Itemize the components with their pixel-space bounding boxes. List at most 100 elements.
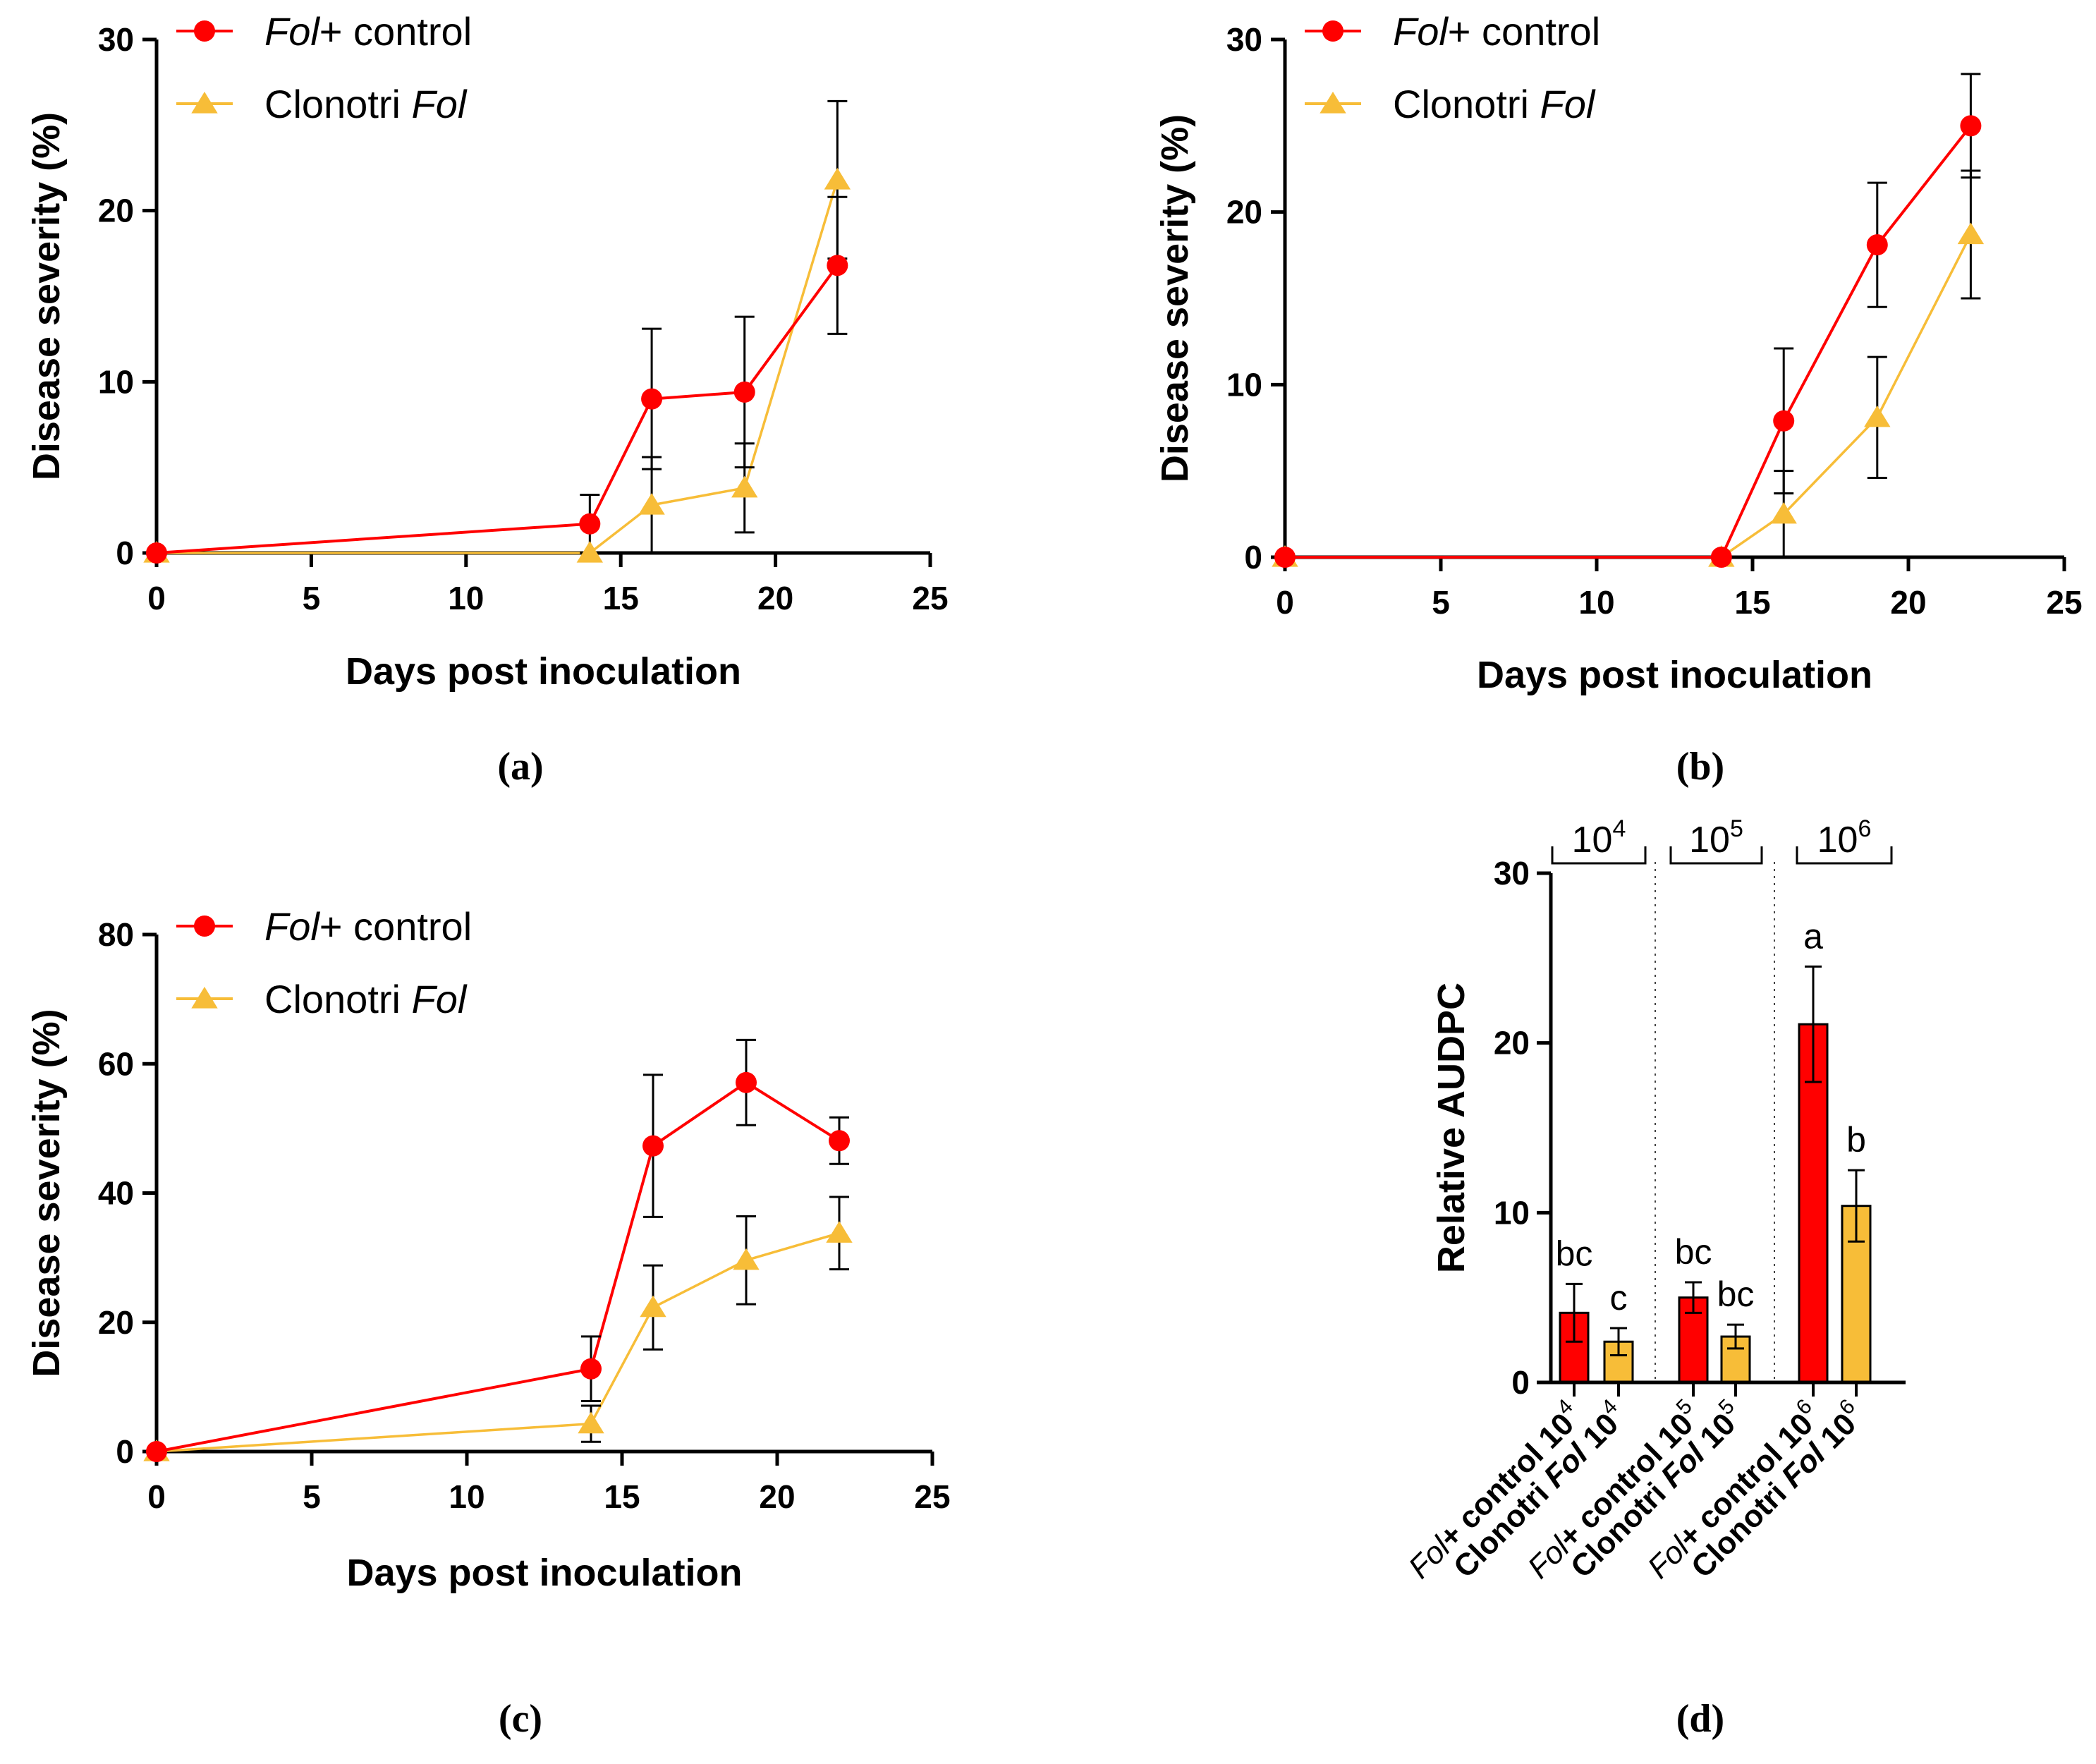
x-tick-label: 10 [449, 1478, 485, 1515]
significance-letter: bc [1675, 1232, 1712, 1272]
x-tick-label: 25 [912, 580, 948, 616]
y-tick-label: 20 [98, 193, 134, 229]
panel-c-line-chart: 0 5 10 15 20 25 0 20 40 60 80 Days post inoculation… [25, 904, 951, 1741]
series-line [1285, 125, 1972, 559]
data-point-circle [1274, 547, 1296, 568]
data-point-triangle [731, 475, 758, 498]
x-tick-label: 5 [303, 580, 321, 616]
significance-letter: bc [1717, 1275, 1755, 1314]
data-point-triangle [576, 541, 604, 563]
x-tick-label: 5 [1432, 584, 1450, 621]
x-axis-title: Days post inoculation [346, 650, 741, 693]
x-tick-label: 15 [603, 580, 639, 616]
x-tick-label: 15 [604, 1478, 640, 1515]
x-tick-label: 15 [1734, 584, 1770, 621]
x-tick-label: 20 [1890, 584, 1926, 621]
x-tick-label: 0 [1276, 584, 1294, 621]
y-tick-label: 30 [98, 21, 134, 58]
data-point-circle [641, 388, 663, 410]
legend-label: Clonotri Fol [1393, 82, 1596, 126]
legend-triangle-marker [191, 92, 218, 114]
data-point-circle [736, 1071, 757, 1093]
data-point-circle [1866, 234, 1888, 256]
y-axis-title: Disease severity (%) [25, 1009, 68, 1377]
panel-label: (a) [497, 745, 543, 789]
x-axis-title: Days post inoculation [346, 1552, 742, 1594]
y-tick-label: 30 [1494, 855, 1530, 892]
y-axis-title: Relative AUDPC [1430, 983, 1473, 1273]
panel-b-line-chart: 0 5 10 15 20 25 0 10 20 30 Days post inoculation Di… [1154, 9, 2083, 789]
x-tick-label: 10 [448, 580, 484, 616]
x-tick-label: 10 [1578, 584, 1614, 621]
y-tick-label: 30 [1226, 21, 1262, 58]
legend-circle-marker [194, 20, 215, 42]
group-bracket [1551, 846, 1647, 865]
data-point-circle [579, 513, 601, 535]
y-tick-label: 0 [1511, 1364, 1530, 1401]
legend-circle-marker [1322, 20, 1343, 42]
panel-a-line-chart: 0 5 10 15 20 25 0 10 20 30 Days post inoculation Di… [25, 9, 949, 789]
x-tick-label: 0 [147, 580, 166, 616]
y-axis-title: Disease severity (%) [1154, 114, 1196, 482]
data-point-circle [146, 542, 167, 564]
significance-letter: b [1846, 1120, 1866, 1160]
x-tick-label: 25 [2046, 584, 2082, 621]
data-point-triangle [824, 167, 851, 190]
data-point-triangle [1864, 405, 1891, 427]
x-tick-label: 5 [303, 1478, 321, 1515]
group-label: 105 [1689, 815, 1743, 860]
group-bracket [1669, 846, 1763, 865]
data-point-circle [733, 381, 755, 403]
y-tick-label: 80 [98, 916, 134, 953]
y-tick-label: 10 [1494, 1194, 1530, 1231]
data-point-circle [146, 1441, 167, 1462]
panel-label: (d) [1676, 1697, 1724, 1741]
data-point-circle [827, 255, 848, 276]
group-label: 106 [1817, 815, 1872, 860]
y-tick-label: 0 [116, 1433, 134, 1470]
legend-label: Clonotri Fol [264, 977, 468, 1021]
series-line [1285, 233, 1972, 559]
data-point-circle [1773, 410, 1795, 432]
group-label: 104 [1572, 815, 1626, 860]
x-axis-title: Days post inoculation [1477, 654, 1872, 696]
data-point-triangle [578, 1411, 604, 1434]
legend-label: Clonotri Fol [264, 82, 468, 126]
y-tick-label: 10 [1226, 366, 1262, 403]
data-point-circle [1710, 547, 1732, 568]
panel-label: (b) [1676, 745, 1724, 789]
data-point-triangle [640, 1295, 666, 1318]
data-point-triangle [733, 1248, 760, 1270]
y-tick-label: 0 [116, 535, 134, 571]
data-point-circle [1960, 115, 1982, 137]
data-point-triangle [638, 493, 665, 515]
legend-circle-marker [194, 916, 215, 937]
y-axis-title: Disease severity (%) [25, 112, 68, 480]
x-tick-label: 20 [757, 580, 793, 616]
y-tick-label: 60 [98, 1045, 134, 1082]
y-tick-label: 20 [1226, 194, 1262, 231]
y-tick-label: 20 [98, 1304, 134, 1341]
significance-letter: bc [1556, 1234, 1593, 1273]
data-point-circle [829, 1130, 850, 1152]
x-tick-label: 0 [147, 1478, 166, 1515]
y-tick-label: 0 [1244, 539, 1262, 576]
y-tick-label: 40 [98, 1175, 134, 1212]
y-tick-label: 10 [98, 363, 134, 400]
group-bracket [1796, 846, 1893, 865]
data-point-circle [642, 1135, 664, 1157]
x-tick-label: 20 [759, 1478, 795, 1515]
data-point-triangle [1770, 501, 1797, 524]
x-tick-label: 25 [914, 1478, 950, 1515]
legend-triangle-marker [1320, 92, 1346, 114]
significance-letter: c [1610, 1278, 1628, 1318]
legend-triangle-marker [191, 987, 218, 1009]
panel-label: (c) [499, 1697, 542, 1741]
data-point-triangle [826, 1221, 853, 1243]
legend-label: Fol+ control [264, 9, 472, 54]
significance-letter: a [1803, 916, 1823, 956]
legend-label: Fol+ control [1393, 9, 1600, 54]
y-tick-label: 20 [1494, 1025, 1530, 1062]
